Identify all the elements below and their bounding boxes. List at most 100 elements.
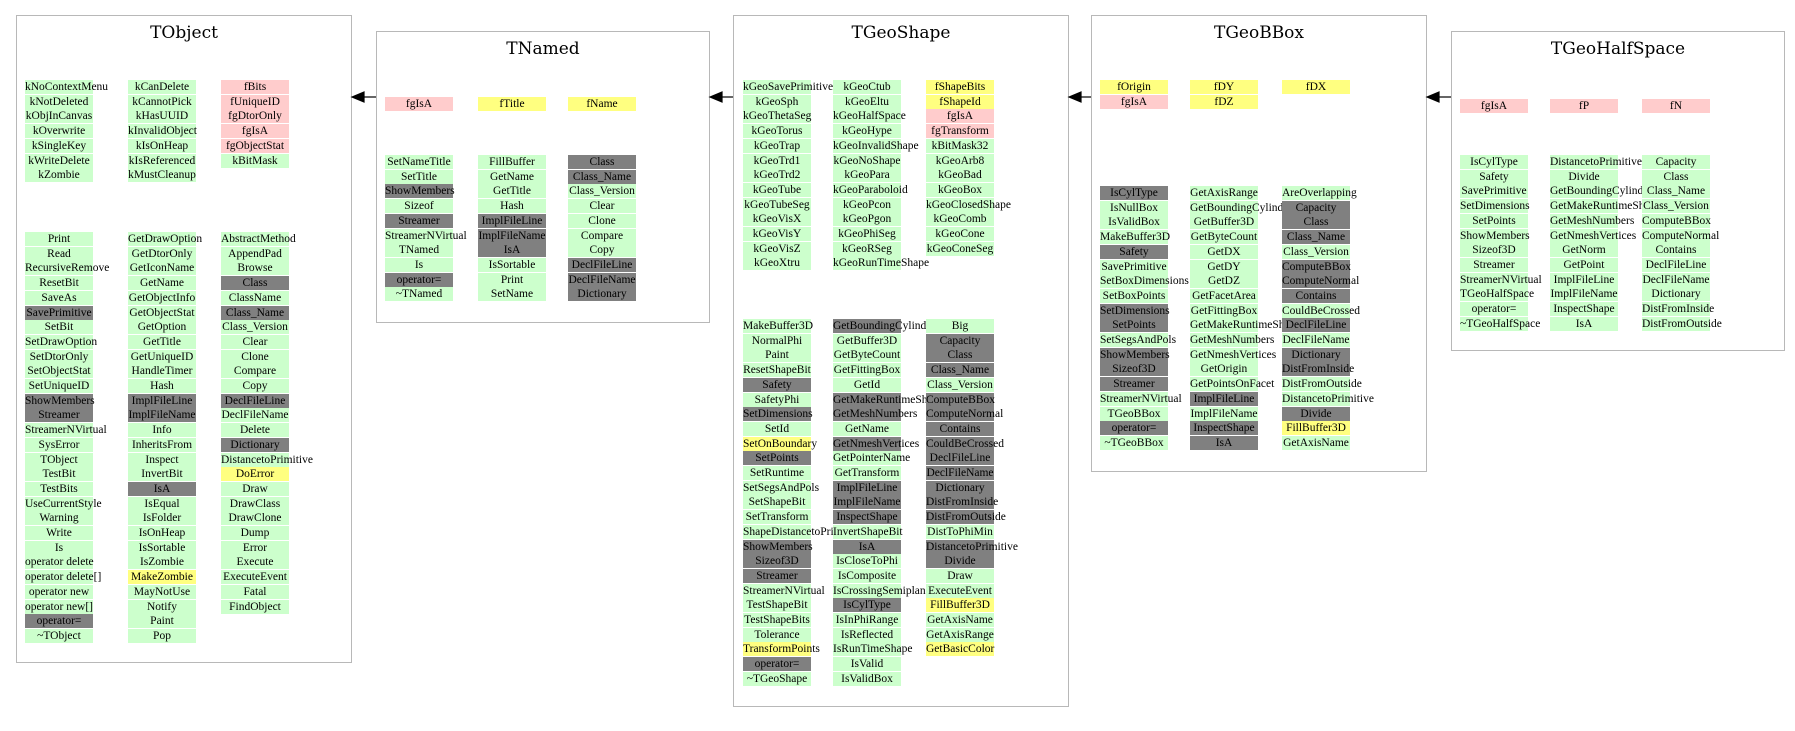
method-item: GetName bbox=[128, 276, 196, 291]
method-item: ShowMembers bbox=[385, 184, 455, 199]
method-item: Clone bbox=[221, 349, 289, 364]
method-item: GetDY bbox=[1190, 259, 1258, 274]
member-item: fShapeId bbox=[926, 94, 994, 109]
member-item: kGeoBox bbox=[926, 182, 994, 197]
method-item: SetPoints bbox=[1460, 213, 1528, 228]
member-item: kBitMask32 bbox=[926, 138, 994, 153]
method-item: Sizeof3D bbox=[1460, 243, 1528, 258]
method-item: AbstractMethod bbox=[221, 232, 296, 246]
method-item: DistFromInside bbox=[1642, 302, 1715, 316]
member-item: fgIsA bbox=[926, 109, 994, 124]
method-item: ImplFileName bbox=[128, 408, 196, 423]
method-item: GetFacetArea bbox=[1190, 288, 1258, 303]
method-item: IsA bbox=[1550, 316, 1618, 331]
member-item: kGeoPgon bbox=[833, 212, 901, 227]
method-item: ComputeNormal bbox=[1282, 274, 1360, 289]
method-item: DistToPhiMin bbox=[926, 524, 994, 539]
method-item: IsA bbox=[128, 481, 196, 496]
method-item: SavePrimitive bbox=[1460, 184, 1528, 199]
method-item: operator delete[] bbox=[25, 570, 102, 585]
method-item: DistFromOutside bbox=[926, 510, 1006, 525]
method-item: SetBit bbox=[25, 320, 93, 335]
member-item: kSingleKey bbox=[25, 138, 93, 153]
member-item: fUniqueID bbox=[221, 94, 289, 109]
member-item: kGeoBad bbox=[926, 168, 994, 183]
method-item: SetPoints bbox=[1100, 318, 1168, 333]
member-item: kGeoClosedShape bbox=[926, 197, 1011, 212]
class-title: TGeoBBox bbox=[1213, 23, 1305, 43]
method-item: IsA bbox=[478, 243, 546, 258]
method-item: Class_Name bbox=[1642, 184, 1710, 199]
member-item: kIsOnHeap bbox=[128, 138, 196, 153]
member-item: kMustCleanup bbox=[128, 168, 196, 183]
method-item: GetAxisName bbox=[926, 613, 994, 627]
method-item: Contains bbox=[1282, 288, 1350, 303]
member-item: fDZ bbox=[1190, 94, 1258, 109]
method-item: DrawClone bbox=[221, 511, 289, 526]
member-item: kNoContextMenu bbox=[25, 80, 109, 94]
method-item: Print bbox=[478, 272, 546, 287]
method-item: GetNmeshVertices bbox=[1190, 347, 1277, 362]
method-item: Print bbox=[25, 232, 93, 246]
member-item: kGeoTube bbox=[743, 182, 811, 197]
method-item: SetPoints bbox=[743, 451, 811, 466]
member-item: fgIsA bbox=[385, 97, 453, 111]
method-item: ShowMembers bbox=[1460, 228, 1530, 243]
member-item: kGeoRunTimeShape bbox=[833, 256, 930, 271]
method-item: TestShapeBit bbox=[743, 598, 811, 613]
method-item: TGeoBBox bbox=[1100, 406, 1168, 421]
member-item: kGeoNoShape bbox=[833, 153, 901, 168]
method-item: Streamer bbox=[25, 408, 93, 423]
member-item: kInvalidObject bbox=[128, 124, 197, 139]
method-item: DistFromOutside bbox=[1642, 316, 1722, 331]
method-item: StreamerNVirtual bbox=[25, 423, 107, 438]
member-item: kGeoVisZ bbox=[743, 241, 811, 256]
method-item: Draw bbox=[221, 481, 289, 496]
member-item: fOrigin bbox=[1100, 80, 1168, 94]
member-item: kCanDelete bbox=[128, 80, 196, 94]
method-item: GetMeshNumbers bbox=[1550, 213, 1635, 228]
method-item: IsCloseToPhi bbox=[833, 554, 901, 569]
method-item: Copy bbox=[221, 379, 289, 393]
method-item: GetBuffer3D bbox=[1190, 215, 1258, 230]
method-item: CouldBeCrossed bbox=[1282, 303, 1360, 318]
method-item: ImplFileLine bbox=[478, 213, 546, 228]
method-item: Divide bbox=[1550, 169, 1618, 184]
method-item: IsA bbox=[833, 539, 901, 554]
method-item: GetBuffer3D bbox=[833, 333, 901, 348]
method-item: InheritsFrom bbox=[128, 437, 196, 452]
method-item: SetTransform bbox=[743, 510, 811, 525]
method-item: GetUniqueID bbox=[128, 349, 196, 364]
method-item: operator= bbox=[743, 657, 811, 672]
method-item: FindObject bbox=[221, 599, 289, 614]
member-item: kGeoConeSeg bbox=[926, 241, 994, 256]
method-item: IsRunTimeShape bbox=[833, 642, 913, 657]
method-item: Capacity bbox=[1642, 155, 1710, 169]
member-item: kGeoTorus bbox=[743, 124, 811, 139]
member-item: fgIsA bbox=[1100, 94, 1168, 109]
method-item: TestBit bbox=[25, 467, 93, 482]
method-item: SetUniqueID bbox=[25, 379, 93, 393]
method-item: TestBits bbox=[25, 481, 93, 496]
method-item: Execute bbox=[221, 555, 289, 570]
method-item: StreamerNVirtual bbox=[743, 583, 825, 598]
method-item: IsValidBox bbox=[833, 671, 901, 686]
method-item: Browse bbox=[221, 261, 289, 276]
method-item: FillBuffer bbox=[478, 155, 546, 169]
member-item: fDX bbox=[1282, 80, 1350, 94]
method-item: Clear bbox=[221, 334, 289, 349]
method-item: Contains bbox=[926, 421, 994, 436]
member-item: kHasUUID bbox=[128, 109, 196, 124]
method-item: DeclFileLine bbox=[926, 451, 994, 466]
method-item: GetTitle bbox=[478, 184, 546, 199]
method-item: IsInPhiRange bbox=[833, 613, 901, 627]
method-item: SetDrawOption bbox=[25, 334, 98, 349]
method-item: Dictionary bbox=[221, 437, 289, 452]
method-item: FillBuffer3D bbox=[1282, 421, 1350, 436]
member-item: kZombie bbox=[25, 168, 93, 183]
member-item: fgTransform bbox=[926, 124, 994, 139]
method-item: ExecuteEvent bbox=[221, 570, 289, 585]
method-item: SetId bbox=[743, 421, 811, 436]
method-item: IsComposite bbox=[833, 568, 901, 583]
method-item: MakeZombie bbox=[128, 570, 196, 585]
